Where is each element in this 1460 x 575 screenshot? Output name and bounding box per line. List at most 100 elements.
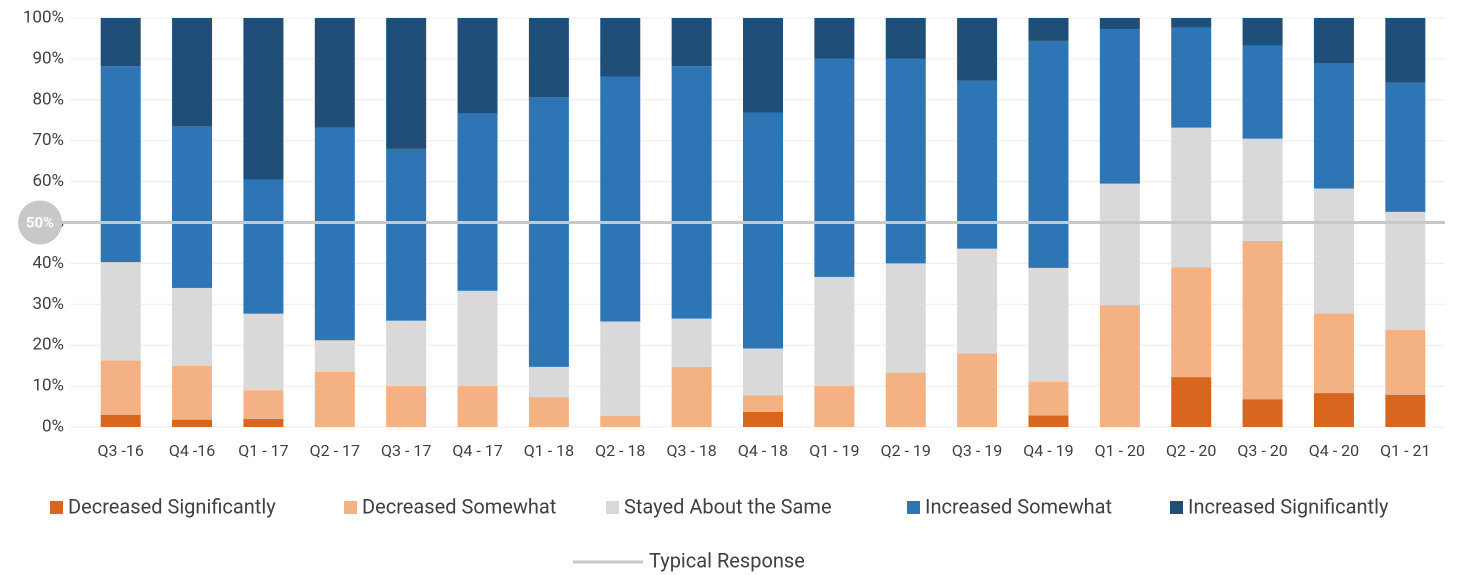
bar-segment (1242, 399, 1283, 427)
legend-label: Decreased Somewhat (362, 494, 556, 518)
bar-segment (1385, 211, 1426, 331)
bar-segment (528, 366, 569, 398)
bar-segment (1385, 330, 1426, 395)
bar-segment (1313, 188, 1354, 314)
legend-label: Increased Somewhat (925, 494, 1112, 518)
bar-segment (743, 395, 783, 412)
bar-segment (172, 419, 213, 427)
bar-segment (1099, 183, 1140, 306)
x-tick-label: Q4 -16 (169, 441, 215, 460)
bar-segment (1242, 45, 1283, 139)
bar-segment (885, 18, 926, 59)
x-tick-label: Q1 - 21 (1380, 441, 1430, 460)
x-tick-label: Q3 - 20 (1237, 441, 1287, 460)
bar-segment (814, 276, 855, 387)
bar-segment (243, 313, 284, 391)
bar-segment (743, 348, 783, 396)
bar-segment (386, 386, 427, 427)
bar-segment (457, 18, 498, 114)
bar-segment (1313, 63, 1354, 189)
bar-segment (957, 18, 998, 81)
y-tick-label: 100% (23, 7, 64, 27)
bar-segment (1171, 127, 1212, 268)
bar-segment (386, 18, 427, 149)
y-tick-label: 70% (32, 130, 64, 150)
x-tick-label: Q2 - 19 (881, 441, 931, 460)
bar-segment (1242, 18, 1283, 46)
bar-segment (671, 18, 712, 67)
x-tick-label: Q4 - 19 (1023, 441, 1073, 460)
x-tick-label: Q3 - 17 (381, 441, 431, 460)
bar-segment (671, 66, 712, 319)
bar-segment (100, 262, 141, 361)
bar-segment (885, 58, 926, 264)
bar-segment (1313, 18, 1354, 64)
bar-segment (243, 418, 284, 427)
bar-segment (386, 320, 427, 387)
bar-segment (100, 414, 141, 427)
bar-segment (1242, 240, 1283, 400)
reference-label: 50% (26, 213, 54, 231)
bar-segment (957, 353, 998, 427)
bar-segment (1028, 267, 1069, 382)
bar-segment (314, 127, 355, 341)
y-tick-label: 80% (32, 89, 64, 109)
bar-segment (1171, 377, 1212, 427)
y-tick-label: 0% (42, 416, 64, 436)
bar-segment (1099, 18, 1140, 30)
bar-segment (457, 386, 498, 427)
x-tick-label: Q3 - 18 (666, 441, 716, 460)
legend-label: Stayed About the Same (624, 494, 832, 518)
bar-segment (671, 366, 712, 427)
x-tick-label: Q2 - 18 (595, 441, 645, 460)
bar-segment (172, 126, 213, 288)
bar-segment (314, 18, 355, 128)
reference-badge (18, 200, 62, 245)
bar-segment (957, 80, 998, 249)
legend-swatch (344, 501, 357, 514)
bar-segment (1242, 138, 1283, 241)
bar-segment (100, 66, 141, 263)
bar-segment (814, 58, 855, 277)
bar-segment (743, 112, 783, 349)
legend-swatch (1170, 501, 1183, 514)
bar-segment (1313, 393, 1354, 427)
bar-segment (386, 148, 427, 321)
bar-segment (743, 411, 783, 427)
bar-segment (1385, 18, 1426, 83)
bar-segment (100, 18, 141, 67)
bar-segment (814, 386, 855, 427)
bar-segment (172, 365, 213, 420)
x-tick-label: Q4 - 18 (738, 441, 788, 460)
bar-segment (528, 397, 569, 427)
bar-segment (314, 371, 355, 427)
bar-segment (1313, 313, 1354, 394)
bar-segment (1171, 18, 1212, 28)
bar-segment (600, 76, 641, 322)
bar-segment (314, 340, 355, 372)
bar-segment (1385, 394, 1426, 427)
x-tick-label: Q1 - 17 (238, 441, 288, 460)
x-tick-label: Q3 -16 (97, 441, 143, 460)
legend-swatch (50, 501, 63, 514)
y-tick-label: 90% (32, 48, 64, 68)
bar-segment (1099, 305, 1140, 427)
bar-segment (528, 18, 569, 98)
x-tick-label: Q2 - 20 (1166, 441, 1216, 460)
bar-segment (1171, 267, 1212, 378)
bar-segment (885, 372, 926, 427)
bar-segment (172, 18, 213, 127)
bar-segment (1028, 18, 1069, 41)
bar-segment (243, 18, 284, 180)
legend-swatch (606, 501, 619, 514)
legend-swatch (907, 501, 920, 514)
y-tick-label: 20% (32, 335, 64, 355)
bar-segment (814, 18, 855, 59)
bar-segment (743, 18, 783, 113)
x-tick-label: Q1 - 19 (809, 441, 859, 460)
bar-segment (1028, 415, 1069, 427)
bar-segment (600, 321, 641, 416)
bar-segment (243, 390, 284, 419)
legend-label: Increased Significantly (1188, 494, 1389, 518)
